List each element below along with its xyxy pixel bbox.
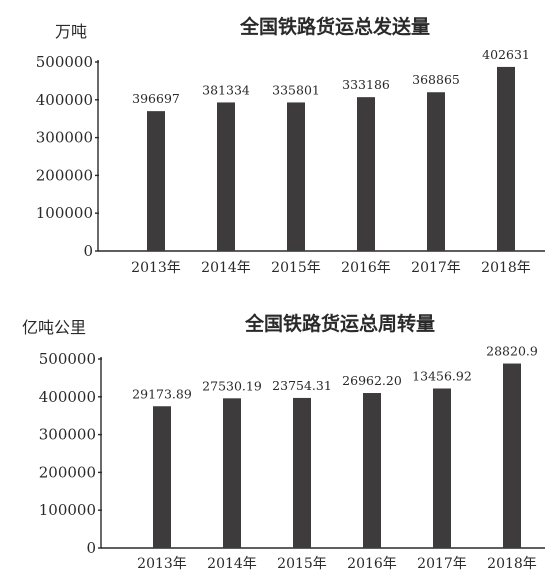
- bar: [223, 398, 241, 548]
- y-tick-label: 100000: [39, 501, 96, 519]
- x-tick-label: 2015年: [271, 260, 321, 276]
- x-tick-label: 2014年: [201, 260, 251, 276]
- y-tick-label: 300000: [36, 129, 93, 147]
- chart-2: 全国铁路货运总周转量 亿吨公里 0 100000 200000 300000 40000…: [22, 312, 545, 572]
- chart-1-y-ticks: 0 100000 200000 300000 400000 500000: [36, 53, 99, 260]
- chart-1: 全国铁路货运总发送量 万吨 0 100000 200000 300000 400000 5…: [36, 15, 545, 276]
- bar: [427, 92, 445, 252]
- y-tick-label: 0: [83, 242, 93, 260]
- data-label: 23754.31: [272, 378, 332, 393]
- data-label: 333186: [342, 77, 390, 92]
- y-tick-label: 500000: [39, 350, 96, 368]
- bar: [293, 397, 311, 548]
- bar: [433, 388, 451, 548]
- chart-1-bars: [147, 66, 515, 252]
- bar: [217, 102, 235, 251]
- x-tick-label: 2016年: [341, 260, 391, 276]
- x-tick-label: 2014年: [207, 556, 257, 572]
- data-label: 27530.19: [202, 378, 262, 393]
- x-tick-label: 2017年: [417, 556, 467, 572]
- data-label: 381334: [202, 82, 250, 97]
- bar: [357, 97, 375, 252]
- bar: [497, 66, 515, 251]
- chart-2-bars: [153, 363, 521, 548]
- chart-1-title: 全国铁路货运总发送量: [239, 15, 430, 38]
- data-label: 335801: [272, 82, 320, 97]
- bar: [153, 406, 171, 548]
- y-tick-label: 100000: [36, 204, 93, 222]
- chart-2-x-tick-labels: 2013年 2014年 2015年 2016年 2017年 2018年: [137, 556, 537, 572]
- chart-1-data-labels: 396697 381334 335801 333186 368865 402631: [132, 47, 530, 106]
- x-tick-label: 2013年: [137, 556, 187, 572]
- data-label: 368865: [412, 72, 460, 87]
- x-tick-label: 2018年: [487, 556, 537, 572]
- chart-1-unit-label: 万吨: [55, 22, 87, 41]
- data-label: 13456.92: [412, 368, 472, 383]
- data-label: 396697: [132, 91, 180, 106]
- bar: [503, 363, 521, 548]
- bar: [363, 393, 381, 548]
- y-tick-label: 500000: [36, 53, 93, 71]
- x-tick-label: 2016年: [347, 556, 397, 572]
- chart-2-y-ticks: 0 100000 200000 300000 400000 500000: [39, 350, 102, 557]
- data-label: 26962.20: [342, 373, 402, 388]
- chart-1-x-tick-labels: 2013年 2014年 2015年 2016年 2017年 2018年: [131, 260, 531, 276]
- y-tick-label: 400000: [39, 388, 96, 406]
- chart-2-data-labels: 29173.89 27530.19 23754.31 26962.20 13456.92…: [132, 344, 538, 402]
- data-label: 402631: [482, 47, 530, 62]
- bar: [287, 102, 305, 251]
- data-label: 28820.9: [486, 344, 538, 359]
- chart-2-title: 全国铁路货运总周转量: [244, 312, 435, 335]
- y-tick-label: 0: [86, 539, 96, 557]
- bar: [147, 111, 165, 251]
- x-tick-label: 2018年: [481, 260, 531, 276]
- x-tick-label: 2017年: [411, 260, 461, 276]
- y-tick-label: 200000: [36, 166, 93, 184]
- y-tick-label: 300000: [39, 426, 96, 444]
- data-label: 29173.89: [132, 386, 192, 401]
- x-tick-label: 2015年: [277, 556, 327, 572]
- x-tick-label: 2013年: [131, 260, 181, 276]
- y-tick-label: 400000: [36, 91, 93, 109]
- y-tick-label: 200000: [39, 463, 96, 481]
- chart-2-unit-label: 亿吨公里: [22, 318, 86, 337]
